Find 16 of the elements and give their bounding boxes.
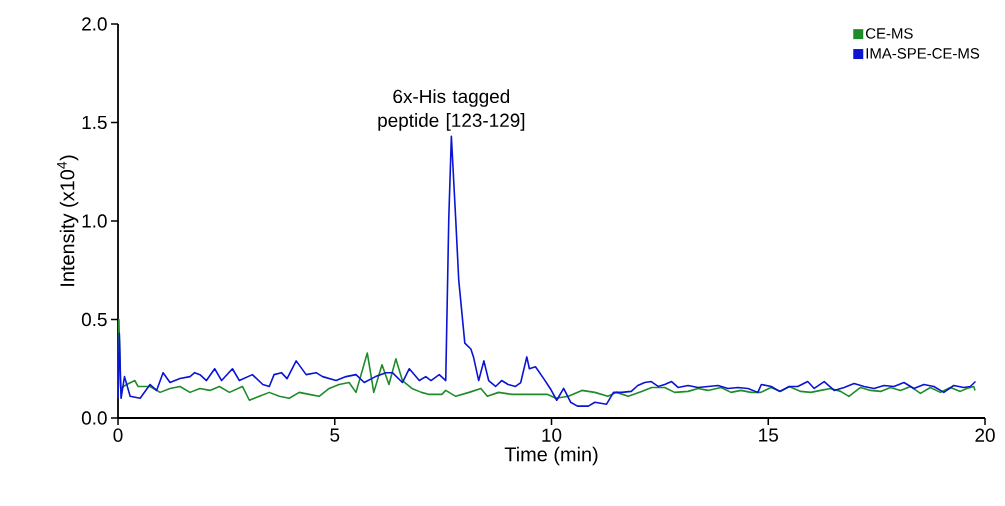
legend-label: IMA-SPE-CE-MS [866,48,980,59]
legend-label: CE-MS [866,28,913,39]
y-tick-label: 2.0 [82,17,107,31]
annotation: 6x-His tagged peptide [123-129] [378,89,525,131]
y-tick-label: 0.0 [81,411,107,425]
x-tick-label: 20 [975,428,995,442]
x-tick-label: 5 [330,428,340,442]
y-tick-label: 1.5 [82,115,107,130]
x-tick-label: 15 [759,428,778,442]
x-tick-label: 0 [113,428,123,442]
y-tick-label: 1.0 [82,214,107,228]
y-tick-label: 0.5 [81,312,107,327]
x-axis-title: Time (min) [504,446,598,466]
y-axis-title: Intensity (x10$^{4}$) [57,155,79,286]
line-series [117,135,977,407]
x-tick-label: 10 [542,428,562,442]
